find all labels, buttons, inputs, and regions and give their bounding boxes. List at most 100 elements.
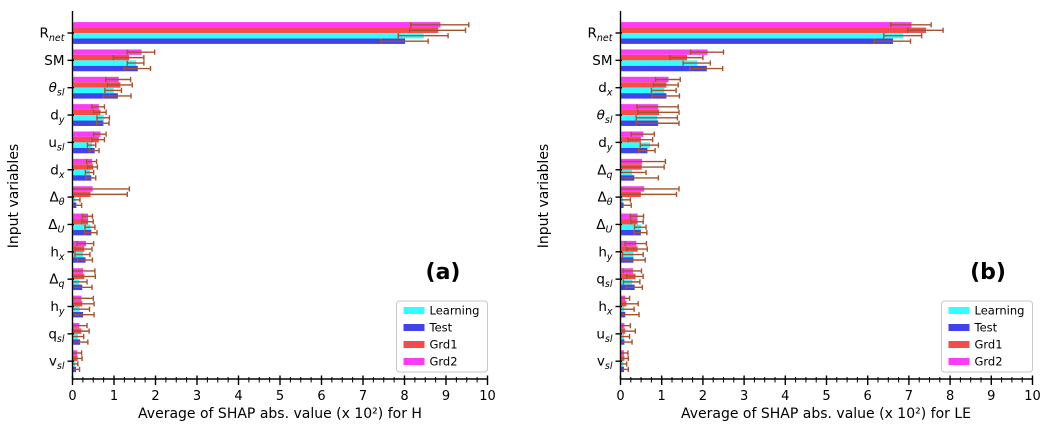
bar: [73, 82, 121, 88]
category-label: Δθ: [49, 190, 64, 209]
category-label: Δq: [49, 272, 64, 291]
error-bar: [873, 38, 912, 44]
legend-label: Learning: [430, 304, 480, 318]
category-label: ΔU: [48, 217, 64, 236]
bar: [73, 104, 99, 110]
x-axis-label: Average of SHAP abs. value (x 10²) for H: [138, 406, 422, 422]
axes-layer: 0 1 2 3 4 5 6 7 8 9 10 Rnet SM θsl dy usl dx Δθ ΔU hx Δq hy qs…: [40, 11, 496, 404]
x-tick-label: 9: [442, 389, 450, 404]
error-bar: [622, 268, 643, 274]
error-bar: [81, 213, 94, 219]
x-tick-label: 1: [110, 389, 118, 404]
category-label: Rnet: [40, 26, 66, 45]
x-tick-label: 6: [317, 389, 325, 404]
error-bar: [620, 366, 630, 373]
y-axis-label: Input variables: [6, 143, 22, 249]
legend-label: Learning: [975, 304, 1025, 318]
x-tick-label: 7: [905, 389, 913, 404]
error-bar: [102, 93, 132, 99]
x-tick-label: 8: [400, 389, 408, 404]
error-bar: [72, 186, 131, 192]
legend: Learning Test Grd1 Grd2: [941, 300, 1033, 373]
x-tick-label: 4: [781, 389, 789, 404]
error-bar: [72, 333, 85, 340]
error-bar: [625, 246, 648, 252]
legend-swatch: [948, 341, 970, 348]
error-bar: [620, 333, 631, 340]
error-bar: [126, 60, 145, 66]
legend-box: [941, 300, 1033, 373]
error-bar: [620, 202, 632, 208]
error-bar: [72, 355, 83, 362]
error-bar: [621, 251, 644, 258]
x-tick-label: 1: [658, 389, 666, 404]
category-label: usl: [596, 326, 613, 345]
error-bar: [654, 76, 681, 83]
legend-label: Grd1: [430, 338, 458, 352]
error-bar: [76, 240, 95, 247]
panel-annotation: (a): [425, 260, 461, 285]
bar: [73, 115, 104, 121]
bar: [73, 131, 101, 137]
x-tick-label: 7: [359, 389, 367, 404]
legend-label: Grd1: [975, 338, 1003, 352]
category-label: dx: [598, 80, 613, 99]
axes-layer: 0 1 2 3 4 5 6 7 8 9 10 Rnet SM dx θsl dy Δq Δθ ΔU hy qsl hx us…: [588, 11, 1041, 404]
legend: Learning Test Grd1 Grd2: [396, 300, 488, 373]
error-bar: [92, 109, 107, 115]
bar: [73, 136, 99, 143]
error-bar: [620, 175, 660, 181]
error-bar: [72, 306, 91, 312]
error-bar: [72, 323, 88, 329]
error-bar: [74, 251, 91, 258]
error-bar: [72, 295, 94, 301]
category-label: θsl: [49, 80, 65, 99]
category-label: Rnet: [588, 26, 614, 45]
error-bar: [620, 301, 639, 307]
error-bar: [84, 169, 95, 176]
category-label: dy: [598, 135, 613, 154]
error-bar: [72, 339, 89, 345]
x-axis-label: Average of SHAP abs. value (x 10²) for L…: [680, 406, 971, 422]
bar: [621, 213, 638, 219]
error-bar: [72, 273, 97, 280]
bar: [73, 76, 119, 83]
bar: [73, 219, 89, 225]
error-bar: [72, 301, 95, 307]
error-bar: [72, 202, 83, 208]
category-label: qsl: [596, 272, 613, 291]
bar: [73, 229, 92, 236]
bar: [621, 147, 648, 154]
error-bar: [620, 158, 667, 165]
error-bar: [630, 131, 655, 137]
error-bar: [72, 366, 81, 373]
bar: [73, 120, 104, 126]
error-bar: [72, 361, 79, 367]
x-tick-label: 9: [987, 389, 995, 404]
error-bar: [620, 350, 629, 356]
bar: [73, 213, 89, 219]
error-bar: [620, 323, 632, 329]
bar: [73, 142, 93, 148]
error-bar: [630, 219, 644, 225]
error-bar: [126, 49, 156, 55]
error-bar: [620, 361, 628, 367]
error-bar: [83, 230, 98, 236]
category-label: Δq: [597, 162, 612, 181]
legend-swatch: [948, 324, 970, 331]
error-bar: [72, 279, 88, 285]
category-label: vsl: [597, 354, 613, 373]
category-label: hx: [50, 244, 65, 263]
bar: [73, 65, 138, 72]
error-bar: [72, 350, 83, 356]
error-bar: [86, 142, 97, 148]
error-bar: [95, 120, 110, 126]
x-tick-label: 0: [68, 389, 76, 404]
category-label: hx: [598, 299, 613, 318]
bar: [73, 224, 91, 230]
chart-b-canvas: 0 1 2 3 4 5 6 7 8 9 10 Rnet SM dx θsl dy Δq Δθ ΔU hy qsl hx us…: [588, 11, 1041, 404]
bar: [621, 76, 669, 83]
error-bar: [91, 137, 106, 143]
bar: [73, 60, 137, 66]
category-label: dy: [50, 108, 65, 127]
